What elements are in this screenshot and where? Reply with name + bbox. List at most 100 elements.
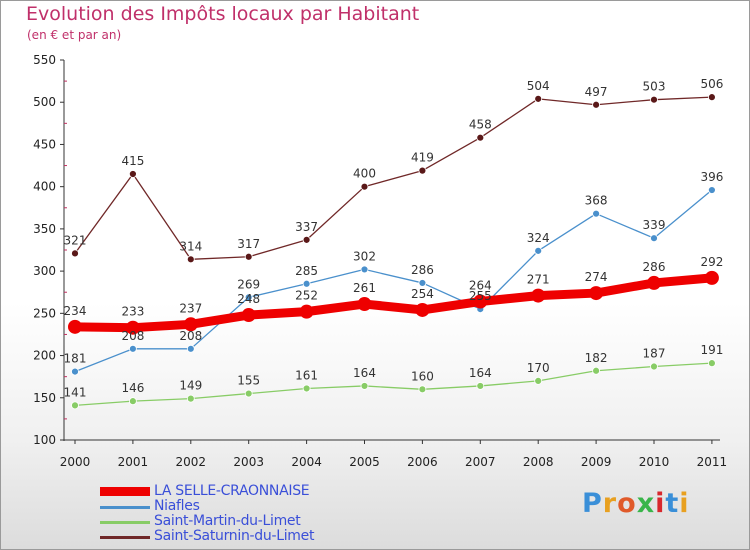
data-point: [186, 394, 195, 403]
x-tick-label: 2007: [465, 455, 496, 469]
x-tick-label: 2009: [581, 455, 612, 469]
data-label: 261: [353, 281, 376, 295]
data-label: 419: [411, 151, 434, 165]
data-label: 252: [295, 289, 318, 303]
data-point: [589, 286, 604, 301]
data-label: 504: [527, 79, 550, 93]
legend-swatch: [100, 487, 150, 496]
data-label: 181: [64, 352, 87, 366]
data-label: 458: [469, 118, 492, 132]
data-point: [360, 382, 369, 390]
data-point: [299, 304, 314, 319]
x-tick-label: 2005: [349, 455, 380, 469]
data-point: [476, 382, 485, 390]
x-tick-label: 2003: [233, 455, 264, 469]
data-label: 400: [353, 167, 376, 181]
data-point: [647, 275, 661, 290]
data-point: [534, 246, 543, 255]
data-point: [476, 133, 485, 142]
legend-label: Niafles: [154, 498, 200, 514]
data-label: 161: [295, 368, 318, 382]
data-point: [360, 182, 369, 191]
logo-letter: t: [665, 488, 680, 519]
data-point: [244, 293, 253, 302]
legend-swatch: [100, 536, 150, 539]
data-label: 286: [411, 263, 434, 277]
data-label: 155: [237, 374, 260, 388]
data-point: [302, 235, 311, 244]
x-tick-label: 2011: [697, 455, 728, 469]
x-tick-label: 2006: [407, 455, 438, 469]
data-label: 164: [469, 366, 492, 380]
y-tick-label: 400: [33, 180, 56, 194]
logo-letter: P: [582, 488, 603, 519]
data-point: [302, 384, 311, 393]
data-point: [708, 359, 716, 368]
data-label: 286: [643, 260, 666, 274]
data-point: [128, 170, 137, 178]
legend-label: Saint-Saturnin-du-Limet: [154, 528, 315, 544]
data-label: 503: [643, 80, 666, 94]
data-label: 141: [64, 385, 87, 399]
data-label: 368: [585, 194, 608, 208]
data-label: 506: [700, 77, 723, 91]
data-point: [650, 234, 658, 243]
y-tick-label: 250: [33, 306, 56, 320]
data-point: [186, 255, 195, 264]
data-point: [68, 319, 82, 334]
data-point: [128, 397, 137, 406]
data-label: 187: [643, 347, 666, 361]
data-label: 321: [64, 233, 87, 247]
data-label: 274: [585, 270, 608, 284]
data-point: [357, 297, 372, 312]
data-label: 317: [237, 237, 260, 251]
logo-letter: o: [617, 488, 637, 519]
y-tick-label: 550: [33, 53, 56, 67]
data-point: [704, 270, 719, 285]
data-label: 302: [353, 249, 376, 263]
data-label: 146: [121, 381, 144, 395]
data-point: [650, 95, 658, 104]
data-point: [708, 186, 716, 194]
x-tick-label: 2004: [291, 455, 322, 469]
data-label: 396: [700, 170, 723, 184]
data-point: [244, 389, 253, 398]
data-point: [418, 385, 427, 394]
data-point: [534, 376, 543, 385]
data-label: 285: [295, 264, 318, 278]
y-tick-label: 100: [33, 433, 56, 447]
y-tick-label: 300: [33, 264, 56, 278]
proxiti-logo: Proxiti: [582, 488, 690, 519]
data-label: 170: [527, 361, 550, 375]
data-point: [418, 279, 427, 287]
data-label: 160: [411, 369, 434, 383]
data-point: [71, 249, 79, 258]
data-point: [71, 401, 79, 410]
data-point: [473, 294, 488, 309]
data-label: 182: [585, 351, 608, 365]
series-line: [70, 273, 717, 333]
data-point: [186, 344, 195, 353]
logo-letter: i: [655, 488, 666, 519]
chart-subtitle: (en € et par an): [27, 28, 122, 42]
data-label: 264: [469, 279, 492, 293]
data-label: 497: [585, 85, 608, 99]
data-label: 269: [237, 277, 260, 291]
data-label: 234: [64, 304, 87, 318]
data-point: [244, 252, 253, 261]
data-label: 164: [353, 366, 376, 380]
data-label: 271: [527, 273, 550, 287]
x-tick-label: 2002: [176, 455, 207, 469]
data-point: [360, 265, 369, 274]
data-label: 255: [469, 289, 492, 303]
y-tick-label: 150: [33, 391, 56, 405]
series-line: [74, 96, 713, 260]
data-point: [534, 94, 543, 103]
y-tick-label: 200: [33, 349, 56, 363]
data-point: [531, 288, 546, 303]
data-point: [415, 302, 430, 317]
data-label: 233: [121, 305, 144, 319]
series-line: [74, 189, 713, 373]
data-point: [128, 344, 137, 353]
